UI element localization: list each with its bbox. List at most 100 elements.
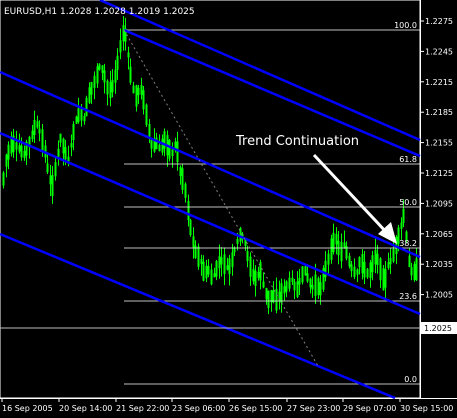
candle-body — [101, 65, 104, 73]
candle-body — [116, 55, 119, 70]
candle-body — [262, 281, 265, 288]
y-tick-label: 1.2095 — [425, 199, 453, 208]
candle-body — [31, 130, 34, 140]
candle-body — [270, 290, 273, 303]
candle-body — [80, 107, 83, 121]
candle-body — [233, 247, 236, 253]
candle-body — [158, 144, 161, 152]
candle-body — [397, 227, 400, 244]
channel-line[interactable] — [0, 232, 396, 400]
candle-body — [64, 147, 67, 160]
current-price-label: 1.2025 — [424, 324, 452, 333]
candle-body — [20, 145, 23, 158]
candle-body — [327, 253, 330, 265]
candle-body — [311, 284, 314, 290]
candle-body — [90, 82, 93, 95]
candle-body — [15, 142, 18, 150]
candle-body — [192, 236, 195, 248]
candle-body — [257, 271, 260, 278]
candle-body — [379, 258, 382, 281]
candle-body — [23, 150, 26, 159]
fib-level-label: 0.0 — [404, 375, 417, 384]
candle-body — [51, 175, 54, 197]
candle-body — [322, 268, 325, 290]
candle-body — [301, 266, 304, 283]
candle-body — [275, 288, 278, 311]
candles-layer — [2, 16, 418, 315]
candle-body — [389, 258, 392, 265]
candle-body — [18, 145, 21, 152]
candle-body — [77, 108, 80, 122]
y-tick-label: 1.2005 — [425, 291, 453, 300]
candle-body — [171, 149, 174, 156]
candle-body — [369, 262, 372, 279]
candle-body — [207, 266, 210, 275]
x-tick-label: 23 Sep 06:00 — [172, 404, 225, 413]
candle-body — [114, 69, 117, 83]
candle-body — [213, 273, 216, 278]
candle-body — [272, 290, 275, 303]
candle-body — [124, 28, 127, 42]
x-tick-label: 30 Sep 15:00 — [400, 404, 453, 413]
candle-body — [340, 241, 343, 262]
channel-line[interactable] — [0, 70, 421, 259]
candle-body — [350, 264, 353, 272]
candle-body — [12, 135, 15, 152]
candle-body — [392, 249, 395, 262]
candle-body — [226, 265, 229, 270]
candle-body — [5, 154, 8, 167]
candle-body — [202, 261, 205, 281]
candle-body — [187, 200, 190, 221]
fibonacci-retracement[interactable]: 100.0 61.8 50.0 38.2 23.6 0.0 — [124, 21, 420, 385]
candle-body — [72, 124, 75, 141]
candle-body — [259, 262, 262, 281]
fib-level-label: 23.6 — [399, 292, 417, 301]
candle-body — [402, 208, 405, 223]
candle-body — [309, 278, 312, 288]
trend-continuation-label: Trend Continuation — [235, 134, 359, 149]
candle-body — [142, 90, 145, 110]
candle-body — [150, 138, 153, 149]
candle-body — [129, 66, 132, 83]
candle-body — [252, 268, 255, 282]
candle-body — [345, 245, 348, 259]
candle-body — [335, 233, 338, 245]
x-tick-label: 21 Sep 22:00 — [116, 404, 169, 413]
y-tick-label: 1.2275 — [425, 17, 453, 26]
candle-body — [10, 137, 13, 154]
candle-body — [36, 121, 39, 128]
candle-body — [413, 264, 416, 281]
price-axis[interactable]: 1.2275 1.2245 1.2215 1.2185 1.2155 1.2125 1.20… — [420, 17, 453, 330]
x-tick-label: 29 Sep 07:00 — [343, 404, 396, 413]
candle-body — [265, 287, 268, 300]
candle-body — [376, 253, 379, 266]
candle-body — [410, 267, 413, 276]
channel-line[interactable] — [99, 0, 421, 142]
candle-body — [384, 269, 387, 288]
candle-body — [197, 246, 200, 267]
candle-body — [358, 257, 361, 268]
regression-channel[interactable] — [0, 0, 421, 400]
candle-body — [387, 262, 390, 269]
candle-body — [28, 136, 31, 148]
y-tick-label: 1.2125 — [425, 169, 453, 178]
candle-body — [218, 256, 221, 269]
candle-body — [210, 269, 213, 285]
candle-body — [168, 140, 171, 159]
channel-line[interactable] — [123, 28, 421, 158]
candle-body — [332, 232, 335, 252]
candle-body — [145, 104, 148, 125]
chart-header: EURUSD,H1 1.2028 1.2028 1.2019 1.2025 — [4, 7, 195, 17]
y-tick-label: 1.2155 — [425, 139, 453, 148]
candle-body — [93, 75, 96, 88]
candle-body — [200, 258, 203, 264]
time-axis[interactable]: 16 Sep 2005 20 Sep 14:00 21 Sep 22:00 23 Se… — [1, 398, 453, 413]
candle-body — [296, 281, 299, 297]
candle-body — [174, 141, 177, 151]
candle-body — [319, 282, 322, 296]
candle-body — [59, 133, 62, 143]
channel-line[interactable] — [0, 131, 421, 316]
candle-body — [179, 166, 182, 177]
candle-body — [371, 255, 374, 273]
